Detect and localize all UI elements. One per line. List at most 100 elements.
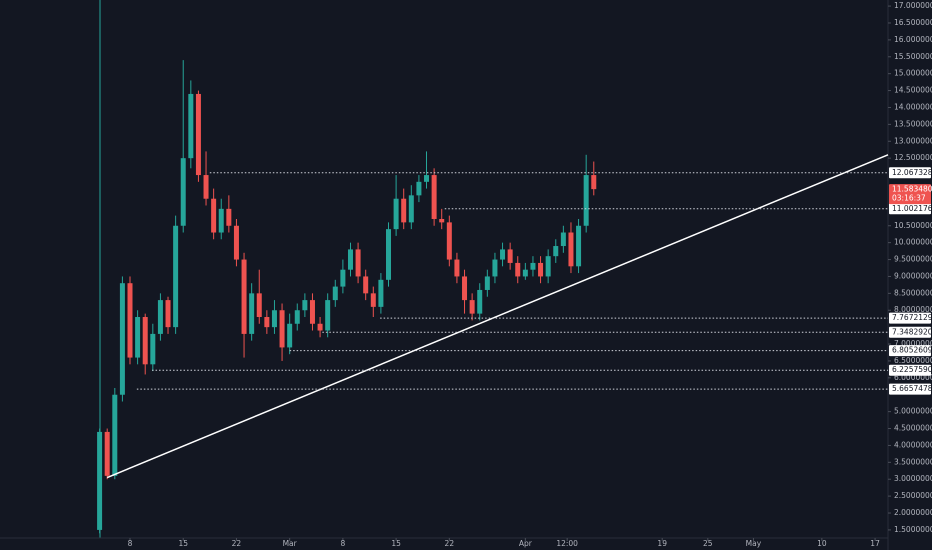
candle-body bbox=[500, 249, 506, 260]
candle-body bbox=[446, 222, 452, 260]
y-tick-label: 13.00000000 bbox=[894, 136, 932, 145]
candle-body bbox=[271, 310, 277, 328]
y-tick-label: 2.50000000 bbox=[894, 491, 932, 500]
level-label: 7.34829200 bbox=[892, 327, 932, 336]
last-price-label: 11.58348031 bbox=[892, 185, 932, 194]
candle-body bbox=[477, 289, 483, 314]
candle-body bbox=[211, 198, 217, 233]
candle-body bbox=[355, 249, 361, 277]
candle-body bbox=[165, 300, 171, 328]
candle-body bbox=[484, 276, 490, 290]
y-tick-label: 5.00000000 bbox=[894, 407, 932, 416]
candle-body bbox=[241, 259, 247, 334]
level-label: 6.80526099 bbox=[892, 346, 932, 355]
y-tick-label: 16.50000000 bbox=[894, 18, 932, 27]
y-tick-label: 15.00000000 bbox=[894, 69, 932, 78]
trend-line bbox=[106, 154, 889, 479]
y-tick-label: 4.00000000 bbox=[894, 440, 932, 449]
x-tick-label: 15 bbox=[391, 539, 401, 548]
candle-body bbox=[279, 310, 285, 348]
level-label-box bbox=[889, 345, 931, 357]
y-tick-label: 3.00000000 bbox=[894, 474, 932, 483]
level-label-box bbox=[889, 312, 931, 324]
candle-body bbox=[515, 262, 521, 277]
x-tick-label: 10 bbox=[817, 539, 827, 548]
candle-body bbox=[256, 293, 262, 318]
level-label-box bbox=[889, 167, 931, 179]
level-label-box bbox=[889, 364, 931, 376]
candle-body bbox=[119, 283, 125, 395]
candle-body bbox=[157, 300, 163, 334]
candle-body bbox=[135, 317, 141, 358]
last-price-box bbox=[889, 184, 931, 205]
candle-body bbox=[576, 225, 582, 267]
candle-body bbox=[568, 232, 574, 267]
candle-body bbox=[386, 229, 391, 280]
x-tick-label: 12:00 bbox=[556, 539, 578, 548]
candle-body bbox=[522, 269, 528, 277]
y-tick-label: 9.00000000 bbox=[894, 271, 932, 280]
candle-body bbox=[264, 317, 270, 328]
x-tick-label: 22 bbox=[232, 539, 242, 548]
candle-body bbox=[150, 333, 156, 365]
candle-body bbox=[203, 175, 209, 199]
candle-body bbox=[180, 158, 186, 226]
level-label: 11.00217600 bbox=[892, 204, 932, 213]
candle-body bbox=[142, 317, 148, 365]
candle-body bbox=[469, 300, 475, 314]
y-tick-label: 6.50000000 bbox=[894, 356, 932, 365]
candle-body bbox=[218, 208, 224, 233]
y-tick-label: 17.00000000 bbox=[894, 1, 932, 10]
candle-body bbox=[112, 394, 118, 476]
candle-body bbox=[462, 276, 468, 301]
y-tick-label: 13.50000000 bbox=[894, 119, 932, 128]
candle-body bbox=[332, 286, 338, 301]
x-tick-label: 25 bbox=[703, 539, 713, 548]
y-tick-label: 10.50000000 bbox=[894, 221, 932, 230]
candle-body bbox=[233, 225, 239, 260]
candle-body bbox=[127, 283, 133, 358]
candle-body bbox=[507, 249, 513, 263]
y-tick-label: 10.00000000 bbox=[894, 238, 932, 247]
y-tick-label: 16.00000000 bbox=[894, 35, 932, 44]
candle-body bbox=[553, 246, 559, 257]
candle-body bbox=[591, 175, 597, 190]
candle-body bbox=[97, 431, 103, 530]
x-tick-label: 17 bbox=[870, 539, 880, 548]
candle-body bbox=[363, 276, 369, 294]
candle-body bbox=[104, 431, 110, 476]
candle-body bbox=[424, 175, 430, 182]
y-tick-label: 8.00000000 bbox=[894, 305, 932, 314]
candle-body bbox=[431, 175, 437, 219]
y-tick-label: 4.50000000 bbox=[894, 424, 932, 433]
y-tick-label: 6.00000000 bbox=[894, 373, 932, 382]
x-tick-label: Apr bbox=[519, 539, 533, 548]
candle-body bbox=[401, 198, 407, 223]
candle-body bbox=[583, 175, 589, 226]
y-tick-label: 1.50000000 bbox=[894, 525, 932, 534]
level-label-box bbox=[889, 203, 931, 215]
level-label: 12.06732835 bbox=[892, 168, 932, 177]
y-tick-label: 7.00000000 bbox=[894, 339, 932, 348]
candle-body bbox=[325, 300, 331, 331]
x-tick-label: 8 bbox=[340, 539, 345, 548]
y-tick-label: 12.50000000 bbox=[894, 153, 932, 162]
y-tick-label: 15.50000000 bbox=[894, 52, 932, 61]
candle-body bbox=[560, 232, 566, 247]
candle-body bbox=[492, 259, 498, 277]
level-label: 7.76721296 bbox=[892, 313, 932, 322]
x-tick-label: 19 bbox=[657, 539, 667, 548]
x-tick-label: 15 bbox=[178, 539, 188, 548]
candle-body bbox=[188, 93, 194, 159]
candle-body bbox=[408, 195, 414, 223]
level-label-box bbox=[889, 383, 931, 395]
candle-body bbox=[416, 181, 422, 196]
candle-body bbox=[545, 256, 551, 277]
candle-body bbox=[530, 262, 536, 270]
y-tick-label: 14.00000000 bbox=[894, 102, 932, 111]
candle-body bbox=[439, 218, 445, 223]
x-tick-label: Mar bbox=[283, 539, 298, 548]
